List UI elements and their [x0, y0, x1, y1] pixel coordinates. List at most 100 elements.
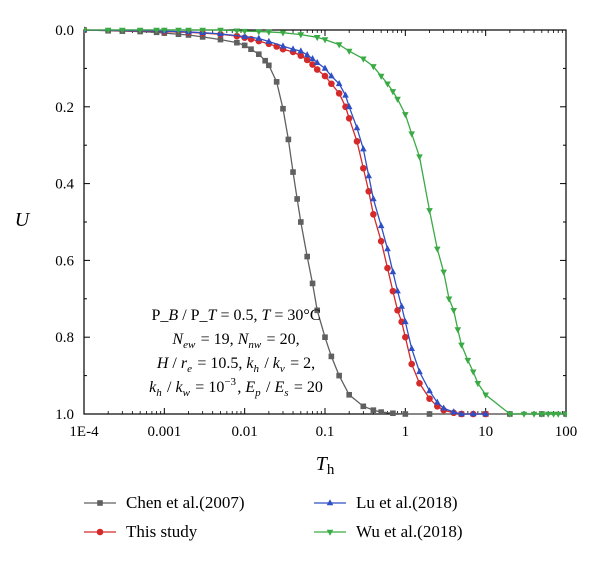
data-point — [313, 66, 321, 73]
data-point — [389, 268, 397, 275]
data-point — [544, 411, 552, 418]
data-point — [336, 372, 342, 379]
data-point — [345, 103, 353, 110]
data-point — [464, 357, 472, 365]
data-point — [370, 211, 377, 218]
data-point — [217, 27, 224, 34]
data-point — [402, 318, 409, 325]
data-point — [360, 145, 367, 152]
data-point — [322, 334, 328, 341]
data-point — [273, 79, 280, 85]
data-point — [482, 392, 489, 399]
annotation-line: P_B / P_T = 0.5, T = 30°C — [152, 307, 321, 324]
data-point — [262, 57, 268, 64]
x-tick-label: 0.001 — [147, 424, 181, 440]
data-point — [408, 131, 415, 138]
data-point — [469, 369, 477, 376]
data-point — [335, 42, 343, 49]
data-point — [294, 196, 300, 202]
data-point — [256, 51, 262, 57]
data-point — [426, 387, 433, 394]
data-point — [360, 56, 367, 63]
data-point — [199, 27, 206, 34]
data-point — [265, 37, 273, 44]
data-point — [389, 89, 397, 96]
legend-marker — [326, 529, 334, 536]
data-point — [384, 81, 391, 88]
data-point — [398, 302, 405, 309]
data-point — [378, 409, 384, 415]
data-point — [346, 391, 352, 398]
data-point — [377, 73, 385, 80]
data-point — [345, 115, 353, 122]
y-axis-label: U — [15, 209, 31, 231]
legend-label: Chen et al.(2007) — [126, 493, 245, 512]
series-0 — [84, 27, 567, 417]
legend-label: This study — [126, 522, 198, 541]
data-point — [474, 380, 482, 388]
data-point — [233, 28, 241, 35]
x-tick-label: 0.01 — [232, 424, 258, 440]
data-point — [353, 138, 361, 145]
data-point — [450, 308, 457, 315]
data-point — [390, 410, 396, 417]
series-3 — [84, 27, 567, 418]
data-point — [234, 39, 240, 46]
data-point — [482, 410, 489, 417]
legend-item: Lu et al.(2018) — [314, 493, 458, 512]
data-point — [562, 411, 567, 418]
data-point — [309, 280, 316, 287]
data-point — [416, 367, 423, 375]
data-point — [255, 34, 263, 41]
legend-marker — [97, 500, 103, 506]
data-point — [345, 48, 353, 55]
legend-label: Wu et al.(2018) — [356, 522, 462, 541]
data-point — [119, 27, 126, 34]
data-point — [266, 62, 272, 69]
legend-item: This study — [84, 522, 198, 541]
data-point — [297, 32, 305, 39]
legend-item: Wu et al.(2018) — [314, 522, 462, 541]
data-point — [440, 269, 447, 276]
legend-label: Lu et al.(2018) — [356, 493, 458, 512]
data-point — [384, 245, 391, 252]
data-point — [313, 58, 321, 65]
annotation-line: New = 19, Nnw = 20, — [171, 331, 299, 351]
data-point — [550, 411, 557, 418]
data-point — [360, 403, 367, 410]
data-point — [153, 27, 160, 34]
y-axis: 0.0 0.2 0.4 0.6 0.8 1.0 — [55, 23, 566, 423]
data-point — [289, 45, 297, 52]
data-point — [303, 56, 311, 64]
data-point — [370, 407, 377, 413]
x-tick-label: 1E-4 — [69, 424, 99, 440]
data-point — [303, 51, 311, 58]
data-point — [377, 222, 385, 229]
data-point — [394, 96, 401, 103]
data-point — [84, 27, 88, 34]
data-point — [426, 411, 433, 417]
data-point — [416, 154, 423, 161]
data-point — [426, 395, 433, 402]
data-point — [280, 105, 286, 112]
data-point — [426, 208, 433, 215]
data-point — [408, 360, 415, 368]
data-point — [255, 29, 263, 36]
data-point — [298, 219, 304, 225]
y-tick-label: 1.0 — [55, 407, 74, 423]
data-point — [554, 411, 562, 418]
data-point — [538, 411, 546, 418]
data-point — [506, 411, 514, 418]
legend-marker — [96, 528, 104, 536]
data-point — [309, 61, 316, 68]
data-point — [161, 27, 168, 34]
data-point — [377, 237, 385, 245]
data-point — [104, 27, 112, 34]
data-point — [185, 27, 192, 34]
data-point — [384, 264, 391, 272]
series-line — [84, 29, 566, 415]
data-point — [389, 287, 397, 295]
data-point — [321, 72, 329, 80]
x-tick-label: 10 — [478, 424, 493, 440]
